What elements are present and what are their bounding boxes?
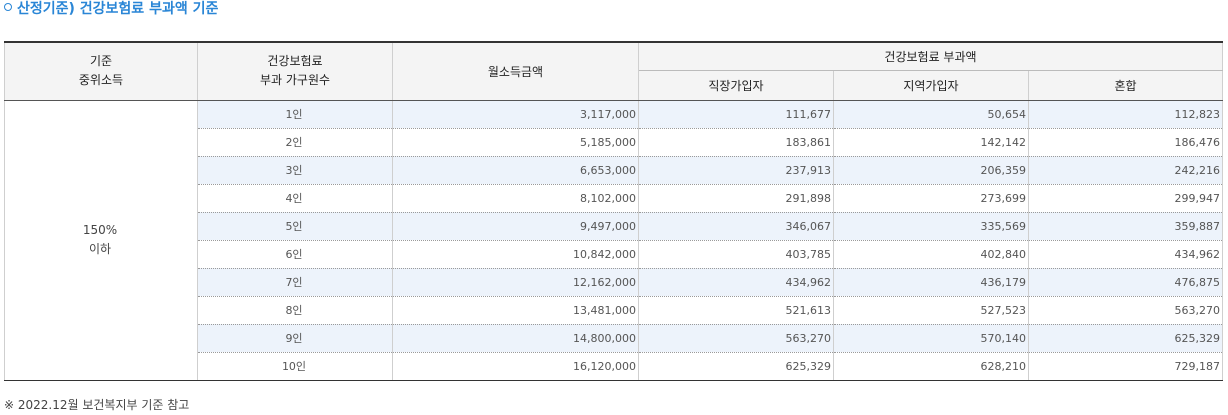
table-row: 2인 5,185,000 183,861 142,142 186,476 — [5, 128, 1223, 157]
regional-premium-cell: 436,179 — [833, 268, 1029, 297]
household-count-cell: 10인 — [197, 352, 393, 381]
regional-premium-cell: 335,569 — [833, 212, 1029, 241]
monthly-income-cell: 8,102,000 — [392, 184, 639, 213]
employee-premium-cell: 346,067 — [638, 212, 834, 241]
regional-premium-cell: 628,210 — [833, 352, 1029, 381]
regional-premium-cell: 273,699 — [833, 184, 1029, 213]
standard-value-line1: 150% — [82, 223, 118, 237]
monthly-income-cell: 10,842,000 — [392, 240, 639, 269]
table-row: 8인 13,481,000 521,613 527,523 563,270 — [5, 296, 1223, 325]
employee-premium-cell: 434,962 — [638, 268, 834, 297]
table-row: 6인 10,842,000 403,785 402,840 434,962 — [5, 240, 1223, 269]
header-premium-group: 건강보험료 부과액 — [638, 41, 1223, 71]
table-row: 7인 12,162,000 434,962 436,179 476,875 — [5, 268, 1223, 297]
monthly-income-cell: 12,162,000 — [392, 268, 639, 297]
household-count-cell: 8인 — [197, 296, 393, 325]
footnote: ※ 2022.12월 보건복지부 기준 참고 — [4, 398, 190, 412]
circle-bullet-icon — [4, 3, 12, 11]
standard-value-cell: 150% 이하 — [4, 100, 198, 381]
employee-premium-cell: 183,861 — [638, 128, 834, 157]
mixed-premium-cell: 476,875 — [1028, 268, 1223, 297]
table-row: 10인 16,120,000 625,329 628,210 729,187 — [5, 352, 1223, 381]
table-row: 150% 이하 1인 3,117,000 111,677 50,654 112,823 — [4, 100, 1223, 381]
regional-premium-cell: 206,359 — [833, 156, 1029, 185]
mixed-premium-cell: 112,823 — [1028, 100, 1223, 129]
employee-premium-cell: 521,613 — [638, 296, 834, 325]
monthly-income-cell: 13,481,000 — [392, 296, 639, 325]
regional-premium-cell: 402,840 — [833, 240, 1029, 269]
table-row: 9인 14,800,000 563,270 570,140 625,329 — [5, 324, 1223, 353]
header-standard-line1: 기준 — [89, 54, 113, 69]
header-household-line2: 부과 가구원수 — [259, 73, 331, 88]
monthly-income-cell: 5,185,000 — [392, 128, 639, 157]
table-row: 5인 9,497,000 346,067 335,569 359,887 — [5, 212, 1223, 241]
mixed-premium-cell: 299,947 — [1028, 184, 1223, 213]
regional-premium-cell: 527,523 — [833, 296, 1029, 325]
mixed-premium-cell: 729,187 — [1028, 352, 1223, 381]
header-regional: 지역가입자 — [833, 70, 1029, 101]
header-employee: 직장가입자 — [638, 70, 834, 101]
header-household-line1: 건강보험료 — [267, 54, 323, 69]
section-title-text: 산정기준) 건강보험료 부과액 기준 — [17, 1, 219, 17]
household-count-cell: 5인 — [197, 212, 393, 241]
employee-premium-cell: 237,913 — [638, 156, 834, 185]
mixed-premium-cell: 186,476 — [1028, 128, 1223, 157]
regional-premium-cell: 50,654 — [833, 100, 1029, 129]
household-count-cell: 6인 — [197, 240, 393, 269]
section-title: 산정기준) 건강보험료 부과액 기준 — [4, 0, 218, 20]
employee-premium-cell: 403,785 — [638, 240, 834, 269]
header-household: 건강보험료 부과 가구원수 — [197, 41, 393, 101]
employee-premium-cell: 111,677 — [638, 100, 834, 129]
mixed-premium-cell: 242,216 — [1028, 156, 1223, 185]
table-row: 4인 8,102,000 291,898 273,699 299,947 — [5, 184, 1223, 213]
household-count-cell: 9인 — [197, 324, 393, 353]
mixed-premium-cell: 434,962 — [1028, 240, 1223, 269]
mixed-premium-cell: 625,329 — [1028, 324, 1223, 353]
monthly-income-cell: 14,800,000 — [392, 324, 639, 353]
regional-premium-cell: 142,142 — [833, 128, 1029, 157]
household-count-cell: 1인 — [197, 100, 393, 129]
header-mixed: 혼합 — [1028, 70, 1223, 101]
mixed-premium-cell: 563,270 — [1028, 296, 1223, 325]
household-count-cell: 4인 — [197, 184, 393, 213]
monthly-income-cell: 6,653,000 — [392, 156, 639, 185]
header-standard-line2: 중위소득 — [78, 73, 124, 88]
table-row: 3인 6,653,000 237,913 206,359 242,216 — [5, 156, 1223, 185]
household-count-cell: 2인 — [197, 128, 393, 157]
table-body: 150% 이하 1인 3,117,000 111,677 50,654 112,823 2인 5… — [4, 100, 1223, 381]
household-count-cell: 7인 — [197, 268, 393, 297]
regional-premium-cell: 570,140 — [833, 324, 1029, 353]
household-count-cell: 3인 — [197, 156, 393, 185]
employee-premium-cell: 625,329 — [638, 352, 834, 381]
employee-premium-cell: 563,270 — [638, 324, 834, 353]
monthly-income-cell: 9,497,000 — [392, 212, 639, 241]
monthly-income-cell: 3,117,000 — [392, 100, 639, 129]
header-monthly-income: 월소득금액 — [392, 41, 639, 101]
employee-premium-cell: 291,898 — [638, 184, 834, 213]
monthly-income-cell: 16,120,000 — [392, 352, 639, 381]
mixed-premium-cell: 359,887 — [1028, 212, 1223, 241]
premium-table: 기준 중위소득 건강보험료 부과 가구원수 월소득금액 건강보험료 부과액 직장… — [4, 41, 1223, 381]
header-standard: 기준 중위소득 — [4, 41, 198, 101]
standard-value-line2: 이하 — [88, 242, 112, 256]
